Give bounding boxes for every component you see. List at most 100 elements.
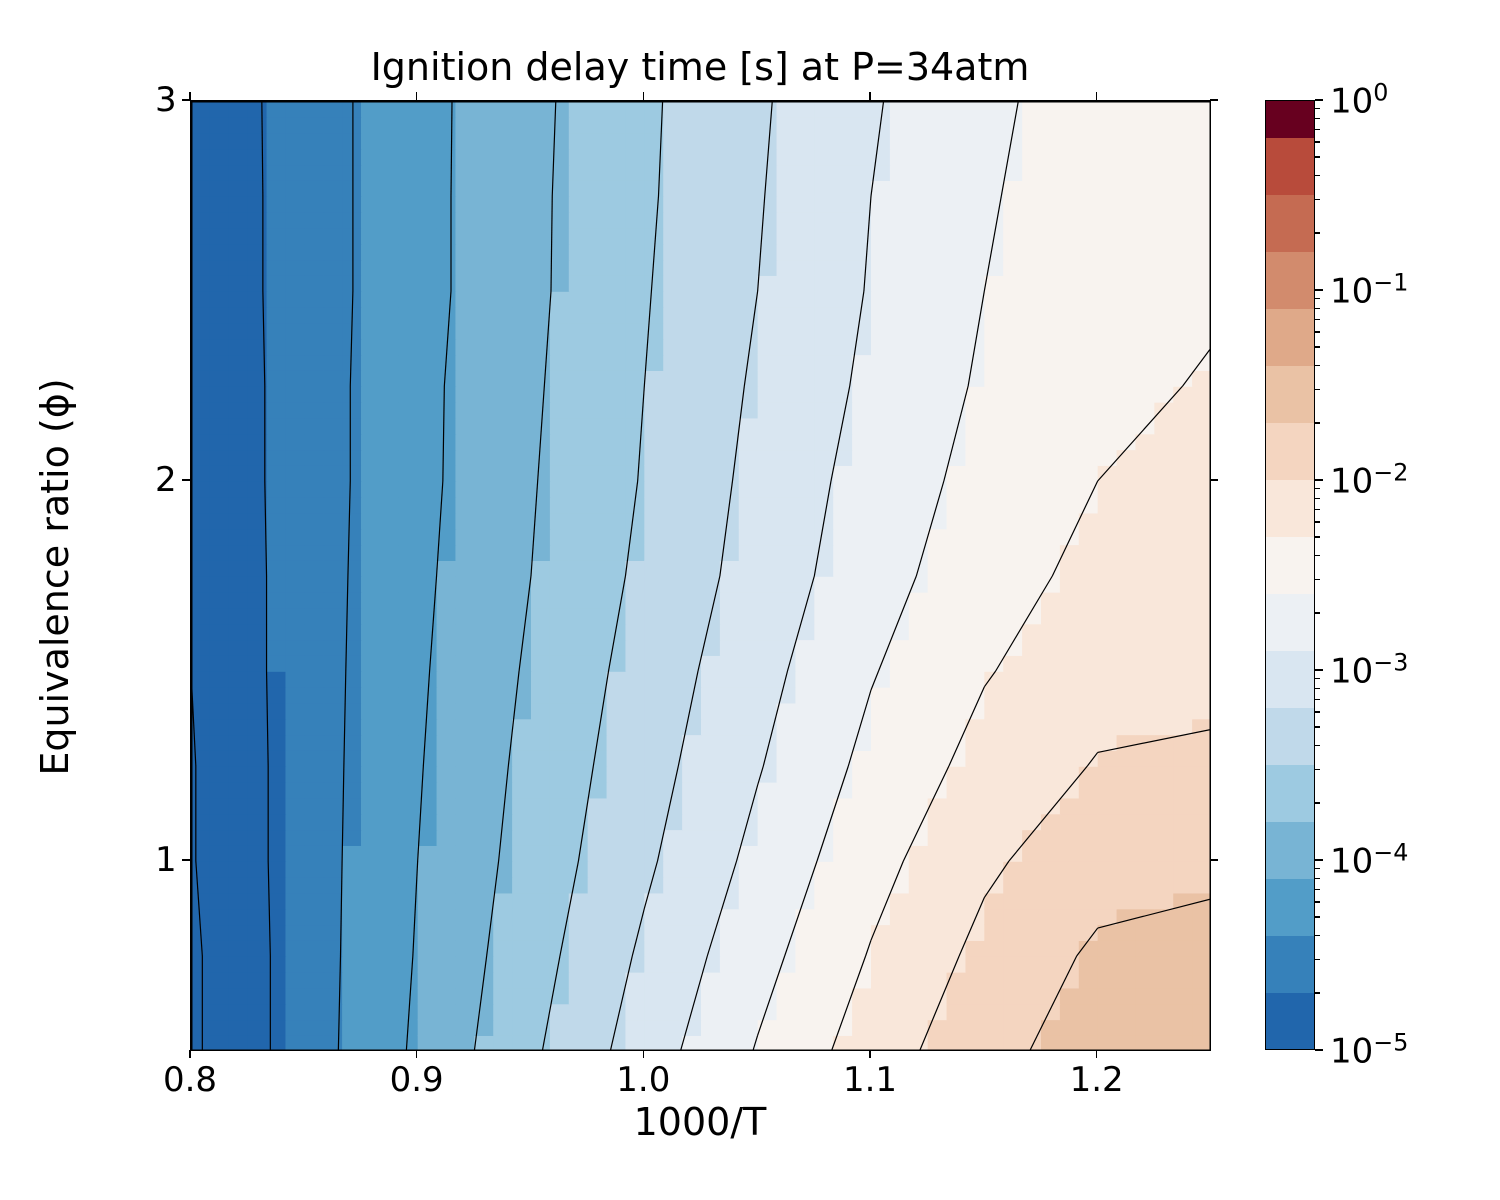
colorbar-minor-tick: [1315, 536, 1320, 538]
xtick-mark: [416, 92, 418, 100]
contour-svg: [191, 101, 1211, 1051]
xtick-mark: [643, 1050, 645, 1058]
colorbar-tick-mark: [1315, 859, 1323, 861]
colorbar-tick-mark: [1315, 99, 1323, 101]
colorbar-segment: [1265, 423, 1315, 480]
colorbar-segment: [1265, 195, 1315, 252]
colorbar-minor-tick: [1315, 745, 1320, 747]
colorbar-tick-label: 10−5: [1330, 1028, 1408, 1071]
ytick-label: 1: [155, 840, 177, 880]
colorbar-minor-tick: [1315, 678, 1320, 680]
colorbar-tick-label: 10−2: [1330, 458, 1408, 501]
colorbar-segment: [1265, 366, 1315, 423]
ytick-mark: [1210, 99, 1218, 101]
figure: Ignition delay time [s] at P=34atm 1000/…: [0, 0, 1500, 1200]
colorbar-minor-tick: [1315, 916, 1320, 918]
colorbar-segment: [1265, 138, 1315, 195]
colorbar-minor-tick: [1315, 365, 1320, 367]
y-axis-label: Equivalence ratio (ϕ): [33, 377, 77, 777]
xtick-mark: [869, 92, 871, 100]
chart-title: Ignition delay time [s] at P=34atm: [190, 45, 1210, 89]
xtick-mark: [643, 92, 645, 100]
colorbar-minor-tick: [1315, 802, 1320, 804]
ytick-label: 2: [155, 460, 177, 500]
colorbar-minor-tick: [1315, 298, 1320, 300]
colorbar-tick-label: 10−4: [1330, 838, 1408, 881]
colorbar-minor-tick: [1315, 935, 1320, 937]
colorbar-minor-tick: [1315, 521, 1320, 523]
colorbar-minor-tick: [1315, 769, 1320, 771]
colorbar-minor-tick: [1315, 868, 1320, 870]
xtick-label: 1.2: [1070, 1060, 1124, 1100]
colorbar-minor-tick: [1315, 232, 1320, 234]
colorbar: [1265, 100, 1315, 1050]
colorbar-tick-label: 100: [1330, 78, 1388, 121]
colorbar-minor-tick: [1315, 346, 1320, 348]
colorbar-minor-tick: [1315, 878, 1320, 880]
colorbar-segment: [1265, 651, 1315, 708]
ytick-mark: [182, 859, 190, 861]
colorbar-minor-tick: [1315, 688, 1320, 690]
colorbar-segment: [1265, 252, 1315, 309]
colorbar-minor-tick: [1315, 118, 1320, 120]
xtick-mark: [869, 1050, 871, 1058]
ytick-label: 3: [155, 80, 177, 120]
colorbar-segment: [1265, 936, 1315, 993]
colorbar-segment: [1265, 708, 1315, 765]
colorbar-minor-tick: [1315, 612, 1320, 614]
colorbar-segment: [1265, 822, 1315, 879]
colorbar-minor-tick: [1315, 488, 1320, 490]
xtick-label: 0.9: [390, 1060, 444, 1100]
colorbar-segment: [1265, 879, 1315, 936]
colorbar-minor-tick: [1315, 331, 1320, 333]
colorbar-minor-tick: [1315, 509, 1320, 511]
colorbar-minor-tick: [1315, 889, 1320, 891]
colorbar-tick-mark: [1315, 1049, 1323, 1051]
colorbar-tick-label: 10−3: [1330, 648, 1408, 691]
colorbar-segment: [1265, 309, 1315, 366]
xtick-mark: [1096, 1050, 1098, 1058]
colorbar-minor-tick: [1315, 141, 1320, 143]
colorbar-minor-tick: [1315, 319, 1320, 321]
colorbar-tick-mark: [1315, 479, 1323, 481]
colorbar-minor-tick: [1315, 308, 1320, 310]
colorbar-minor-tick: [1315, 199, 1320, 201]
xtick-label: 1.1: [843, 1060, 897, 1100]
plot-area: [190, 100, 1210, 1050]
ytick-mark: [1210, 479, 1218, 481]
xtick-mark: [1096, 92, 1098, 100]
colorbar-minor-tick: [1315, 498, 1320, 500]
ytick-mark: [182, 479, 190, 481]
colorbar-minor-tick: [1315, 901, 1320, 903]
colorbar-segment: [1265, 993, 1315, 1050]
colorbar-segment: [1265, 537, 1315, 594]
colorbar-minor-tick: [1315, 959, 1320, 961]
xtick-label: 1.0: [616, 1060, 670, 1100]
xtick-mark: [416, 1050, 418, 1058]
contour-fill: [191, 101, 1211, 1051]
x-axis-label: 1000/T: [190, 1100, 1210, 1144]
colorbar-minor-tick: [1315, 129, 1320, 131]
colorbar-minor-tick: [1315, 156, 1320, 158]
colorbar-tick-label: 10−1: [1330, 268, 1408, 311]
colorbar-segment: [1265, 765, 1315, 822]
xtick-label: 0.8: [163, 1060, 217, 1100]
ytick-mark: [1210, 859, 1218, 861]
colorbar-minor-tick: [1315, 579, 1320, 581]
colorbar-segment: [1265, 480, 1315, 537]
colorbar-segment: [1265, 594, 1315, 651]
colorbar-minor-tick: [1315, 175, 1320, 177]
colorbar-minor-tick: [1315, 711, 1320, 713]
xtick-mark: [189, 1050, 191, 1058]
colorbar-minor-tick: [1315, 699, 1320, 701]
colorbar-minor-tick: [1315, 108, 1320, 110]
colorbar-tick-mark: [1315, 669, 1323, 671]
colorbar-minor-tick: [1315, 555, 1320, 557]
ytick-mark: [182, 99, 190, 101]
colorbar-minor-tick: [1315, 726, 1320, 728]
colorbar-minor-tick: [1315, 992, 1320, 994]
colorbar-minor-tick: [1315, 422, 1320, 424]
colorbar-tick-mark: [1315, 289, 1323, 291]
colorbar-minor-tick: [1315, 389, 1320, 391]
colorbar-segment: [1265, 100, 1315, 138]
